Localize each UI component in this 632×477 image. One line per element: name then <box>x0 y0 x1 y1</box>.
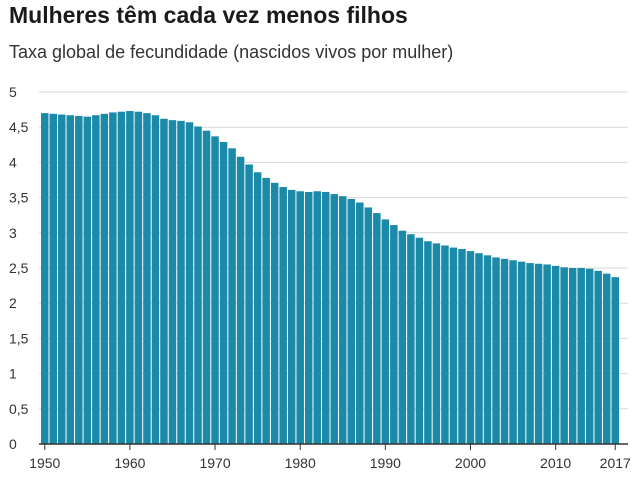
x-tick-label: 2017 <box>600 455 631 471</box>
bar <box>296 191 304 444</box>
bar <box>466 251 475 444</box>
bar <box>262 177 270 444</box>
y-tick-label: 0,5 <box>9 401 29 417</box>
bar <box>219 141 228 445</box>
bar <box>364 207 373 444</box>
bar <box>75 115 83 444</box>
bars <box>41 111 619 445</box>
y-tick-label: 4 <box>9 154 17 170</box>
bar <box>534 263 543 444</box>
bar <box>339 196 347 444</box>
bar <box>126 111 134 444</box>
bar <box>279 187 287 445</box>
bar <box>202 130 211 444</box>
bar <box>313 191 321 444</box>
bar <box>398 230 407 444</box>
bar <box>509 260 517 444</box>
bar <box>83 116 92 444</box>
bar <box>194 126 202 444</box>
bar <box>356 202 364 444</box>
bar <box>585 268 594 444</box>
bar <box>41 113 49 445</box>
y-tick-label: 2 <box>9 295 17 311</box>
bar <box>228 148 236 444</box>
chart-title: Mulheres têm cada vez menos filhos <box>9 2 408 28</box>
y-tick-label: 3 <box>9 225 17 241</box>
bar <box>500 258 509 444</box>
bar <box>109 112 117 445</box>
bar <box>415 237 424 444</box>
bar <box>211 136 219 444</box>
bar <box>543 264 551 444</box>
x-tick-label: 2000 <box>455 455 486 471</box>
bar <box>441 245 449 444</box>
bar <box>66 115 75 444</box>
bar <box>100 113 109 444</box>
bar <box>373 213 381 444</box>
bar <box>117 111 126 445</box>
bar <box>270 182 279 444</box>
bar <box>58 114 66 444</box>
bar <box>236 156 245 444</box>
y-tick-label: 1 <box>9 366 17 382</box>
bar <box>177 120 185 445</box>
y-tick-label: 3,5 <box>9 190 29 206</box>
x-tick-label: 1960 <box>114 455 145 471</box>
bar <box>49 113 58 444</box>
bar <box>160 118 168 444</box>
bar <box>458 248 466 444</box>
bar <box>568 268 577 444</box>
bar <box>330 194 339 444</box>
bar <box>151 115 160 444</box>
bar <box>245 164 253 444</box>
y-tick-label: 2,5 <box>9 260 29 276</box>
axes: 0 0,5 1 1,5 2 2,5 3 3,5 4 4,5 5 1950 1960 1970 1980 199… <box>9 84 631 471</box>
x-tick-label: 1950 <box>29 455 60 471</box>
y-tick-label: 0 <box>9 436 17 452</box>
bar <box>253 172 262 444</box>
bar <box>449 247 458 444</box>
bar <box>381 219 390 444</box>
x-tick-label: 1970 <box>199 455 230 471</box>
bar <box>526 263 534 444</box>
bar <box>432 243 441 444</box>
bar <box>577 268 585 444</box>
bar <box>551 265 560 444</box>
bar <box>594 270 602 444</box>
bar <box>304 191 313 444</box>
bar <box>424 241 432 444</box>
chart-subtitle: Taxa global de fecundidade (nascidos viv… <box>9 42 454 62</box>
bar <box>287 189 296 444</box>
bar <box>134 111 143 445</box>
y-tick-label: 4,5 <box>9 119 29 135</box>
bar <box>390 225 398 444</box>
bar <box>492 257 500 444</box>
bar <box>475 253 483 444</box>
bar <box>517 261 526 444</box>
bar <box>407 234 415 444</box>
y-tick-label: 1,5 <box>9 330 29 346</box>
bar <box>602 273 611 444</box>
x-tick-label: 2010 <box>540 455 571 471</box>
bar <box>168 120 177 444</box>
y-tick-label: 5 <box>9 84 17 100</box>
bar <box>185 122 194 445</box>
bar <box>321 191 330 444</box>
bar <box>347 199 356 444</box>
bar <box>143 113 151 445</box>
x-tick-label: 1990 <box>370 455 401 471</box>
bar <box>560 267 568 444</box>
x-tick-label: 1980 <box>285 455 316 471</box>
bar <box>611 277 619 444</box>
bar <box>483 255 492 444</box>
bar <box>92 115 100 444</box>
